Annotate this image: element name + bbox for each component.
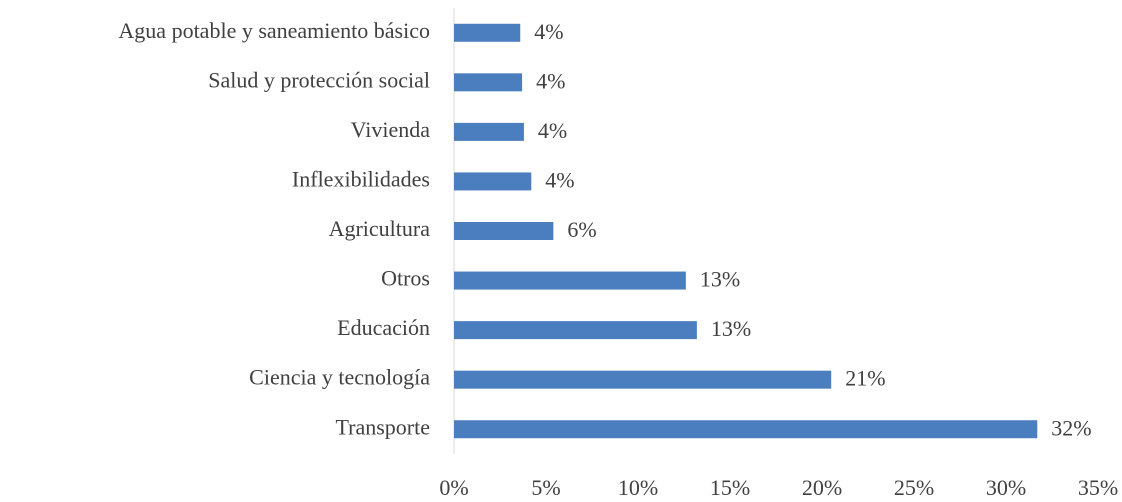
x-tick-label: 10% xyxy=(618,475,658,500)
value-label: 6% xyxy=(567,217,596,242)
value-label: 13% xyxy=(711,316,751,341)
bar xyxy=(454,122,524,141)
x-tick-label: 25% xyxy=(894,475,934,500)
value-label: 4% xyxy=(534,19,563,44)
y-tick-label: Transporte xyxy=(335,414,430,439)
value-label: 4% xyxy=(536,68,565,93)
y-tick-label: Agua potable y saneamiento básico xyxy=(118,18,430,43)
bar xyxy=(454,321,697,340)
value-label: 4% xyxy=(538,118,567,143)
bar xyxy=(454,73,523,92)
y-tick-label: Vivienda xyxy=(351,117,431,142)
bar xyxy=(454,370,832,389)
value-label: 32% xyxy=(1051,415,1091,440)
x-tick-label: 30% xyxy=(986,475,1026,500)
bar xyxy=(454,420,1038,439)
y-tick-label: Ciencia y tecnología xyxy=(249,365,430,390)
y-tick-label: Salud y protección social xyxy=(208,67,430,92)
x-tick-label: 15% xyxy=(710,475,750,500)
bar xyxy=(454,271,686,290)
x-tick-label: 20% xyxy=(802,475,842,500)
y-tick-label: Agricultura xyxy=(329,216,431,241)
bar xyxy=(454,172,532,191)
value-label: 13% xyxy=(700,267,740,292)
bar xyxy=(454,222,554,240)
y-tick-label: Educación xyxy=(337,315,430,340)
bar xyxy=(454,23,521,42)
y-tick-label: Inflexibilidades xyxy=(292,166,430,191)
x-tick-label: 5% xyxy=(531,475,560,500)
value-label: 4% xyxy=(545,167,574,192)
x-tick-label: 35% xyxy=(1078,475,1118,500)
x-tick-label: 0% xyxy=(439,475,468,500)
y-tick-label: Otros xyxy=(381,266,430,291)
value-label: 21% xyxy=(845,366,885,391)
